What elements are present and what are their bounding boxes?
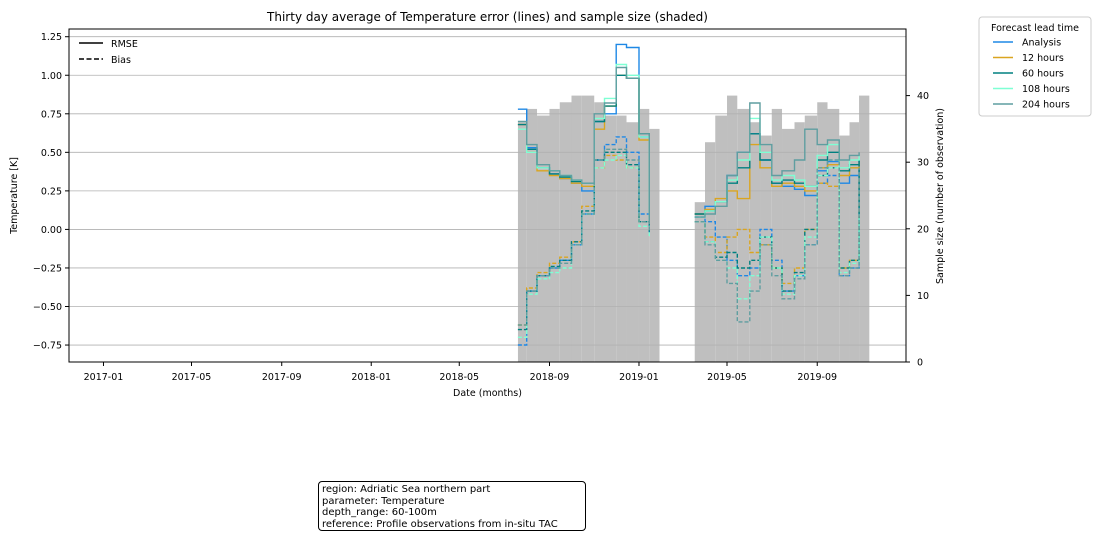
x-tick-label: 2019-05 <box>707 372 747 383</box>
sample-bar <box>794 122 805 363</box>
sample-bar <box>839 135 850 362</box>
info-box: region: Adriatic Sea northern part param… <box>318 481 586 531</box>
sample-bar <box>827 108 840 362</box>
x-tick-label: 2018-09 <box>530 372 570 383</box>
x-tick-label: 2019-09 <box>797 372 837 383</box>
line-204-hours-rmse <box>517 66 860 222</box>
x-axis-ticks: 2017-01 2017-05 2017-09 2018-01 2018-05 2018-… <box>84 362 837 383</box>
info-parameter: parameter: Temperature <box>322 495 445 507</box>
x-tick-label: 2018-01 <box>351 372 391 383</box>
sample-bar <box>694 202 706 362</box>
x-tick-label: 2017-09 <box>262 372 302 383</box>
y-tick-label: 1.00 <box>41 71 62 82</box>
y-axis-ticks: 1.25 1.00 0.75 0.50 0.25 0.00 −0.25 −0.50 −0.75 <box>33 32 69 352</box>
y-tick-label: 1.25 <box>41 32 62 43</box>
sample-bar <box>616 115 627 362</box>
y2-axis-ticks: 0 10 20 30 40 <box>906 91 929 369</box>
y-axis-label: Temperature [K] <box>9 157 20 235</box>
x-tick-label: 2017-05 <box>172 372 212 383</box>
legend-entry-60-hours: 60 hours <box>1022 69 1064 80</box>
x-axis-label: Date (months) <box>453 388 522 399</box>
legend-entry-bias: Bias <box>111 55 131 66</box>
line-204-hours-bias <box>517 148 860 326</box>
style-legend: RMSE Bias <box>79 39 138 66</box>
sample-bar <box>705 142 716 362</box>
y2-axis-label: Sample size (number of observation) <box>935 108 946 284</box>
series-legend-entries: Analysis 12 hours 60 hours 108 hours 204 hou… <box>993 38 1070 111</box>
sample-bar <box>817 102 828 362</box>
y2-tick-label: 30 <box>917 158 929 169</box>
sample-bar <box>859 95 870 362</box>
chart-title: Thirty day average of Temperature error … <box>266 10 708 24</box>
sample-bar <box>727 95 738 362</box>
series-legend: Forecast lead time Analysis 12 hours 60 ho… <box>978 16 1092 117</box>
series-lines <box>517 43 860 346</box>
y2-tick-label: 0 <box>917 358 923 369</box>
sample-bar <box>782 128 795 362</box>
x-tick-label: 2018-05 <box>439 372 479 383</box>
series-legend-title: Forecast lead time <box>991 23 1079 34</box>
sample-bar <box>581 95 595 362</box>
sample-bar <box>737 108 750 362</box>
y-tick-label: 0.75 <box>41 109 62 120</box>
legend-entry-analysis: Analysis <box>1022 38 1061 49</box>
sample-bar <box>517 122 527 363</box>
sample-bar <box>626 122 639 363</box>
legend-entry-12-hours: 12 hours <box>1022 53 1064 64</box>
x-tick-label: 2017-01 <box>84 372 124 383</box>
y2-tick-label: 10 <box>917 291 929 302</box>
y-tick-label: 0.50 <box>41 148 62 159</box>
sample-bar <box>594 102 605 362</box>
sample-bar <box>537 115 550 362</box>
info-depth-range: depth_range: 60-100m <box>322 507 437 518</box>
sample-bar <box>749 122 761 363</box>
sample-bar <box>559 102 572 362</box>
chart: Thirty day average of Temperature error … <box>9 10 1092 399</box>
sample-bar <box>549 108 560 362</box>
sample-bar <box>715 115 728 362</box>
sample-bar <box>638 108 650 362</box>
y-tick-label: −0.50 <box>33 302 62 313</box>
sample-bar <box>771 108 783 362</box>
y-tick-label: 0.00 <box>41 225 62 236</box>
x-tick-label: 2019-01 <box>619 372 659 383</box>
y2-tick-label: 40 <box>917 91 929 102</box>
info-reference: reference: Profile observations from in-… <box>322 518 558 530</box>
info-region: region: Adriatic Sea northern part <box>322 484 491 495</box>
plot-frame <box>68 28 907 363</box>
sample-bar <box>649 128 660 362</box>
legend-entry-204-hours: 204 hours <box>1022 100 1070 111</box>
legend-entry-rmse: RMSE <box>111 39 138 50</box>
sample-bar <box>571 95 582 362</box>
sample-bar <box>804 115 818 362</box>
y-tick-label: −0.25 <box>33 263 62 274</box>
y2-tick-label: 20 <box>917 224 929 235</box>
sample-bar <box>760 135 772 362</box>
sample-bar <box>849 122 860 363</box>
sample-bar <box>526 108 538 362</box>
y-tick-label: 0.25 <box>41 186 62 197</box>
sample-bar <box>604 115 617 362</box>
legend-entry-108-hours: 108 hours <box>1022 84 1070 95</box>
y-tick-label: −0.75 <box>33 341 62 352</box>
